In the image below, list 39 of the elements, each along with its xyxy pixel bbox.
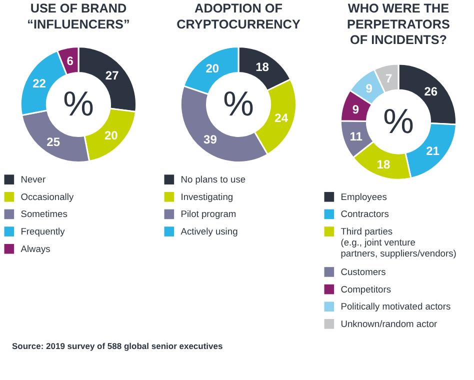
legend-label: Always bbox=[20, 244, 51, 254]
legend-label: Actively using bbox=[180, 226, 238, 237]
chart-title: ADOPTION OF CRYPTOCURRENCY bbox=[176, 2, 301, 32]
legend-label: Frequently bbox=[20, 226, 66, 237]
text: % bbox=[63, 85, 94, 124]
chart-title: USE OF BRAND “INFLUENCERS” bbox=[27, 2, 130, 32]
data-label: 21 bbox=[426, 144, 440, 158]
data-label: 7 bbox=[385, 72, 392, 86]
data-label: 18 bbox=[376, 157, 390, 172]
legend-label: Customers bbox=[340, 266, 386, 277]
legend-label: Investigating bbox=[180, 192, 234, 202]
source-note: Source: 2019 survey of 588 global senior executives bbox=[12, 340, 223, 352]
text: % bbox=[383, 102, 414, 141]
legend-label: Never bbox=[20, 174, 46, 185]
legend-label: Employees bbox=[340, 192, 388, 202]
data-label: 9 bbox=[352, 102, 360, 116]
data-label: 6 bbox=[66, 54, 74, 68]
legend-label: Pilot program bbox=[180, 209, 236, 220]
data-label: 39 bbox=[204, 132, 218, 147]
chart-title: WHO WERE THE PERPETRATORS OF INCIDENTS? bbox=[347, 2, 450, 47]
data-label: 9 bbox=[366, 82, 373, 96]
data-label: 25 bbox=[46, 134, 60, 149]
data-label: 24 bbox=[274, 111, 288, 125]
legend-label: No plans to use bbox=[180, 174, 246, 185]
data-label: 11 bbox=[350, 130, 363, 144]
legend-label: Politically motivated actors bbox=[340, 302, 451, 312]
text: % bbox=[223, 85, 254, 124]
data-label: 20 bbox=[104, 128, 118, 143]
legend-label: Competitors bbox=[340, 284, 392, 294]
data-label: 22 bbox=[32, 76, 46, 90]
legend-label: Third parties (e.g., joint venture partners, suppliers/vendors) bbox=[340, 226, 456, 259]
data-label: 20 bbox=[206, 62, 220, 76]
data-label: 26 bbox=[424, 84, 438, 98]
legend-label: Unknown/random actor bbox=[340, 318, 438, 329]
legend-label: Sometimes bbox=[20, 209, 68, 220]
legend-label: Contractors bbox=[340, 209, 390, 220]
data-label: 27 bbox=[105, 68, 120, 82]
legend-label: Occasionally bbox=[20, 192, 74, 202]
data-label: 18 bbox=[256, 60, 270, 74]
